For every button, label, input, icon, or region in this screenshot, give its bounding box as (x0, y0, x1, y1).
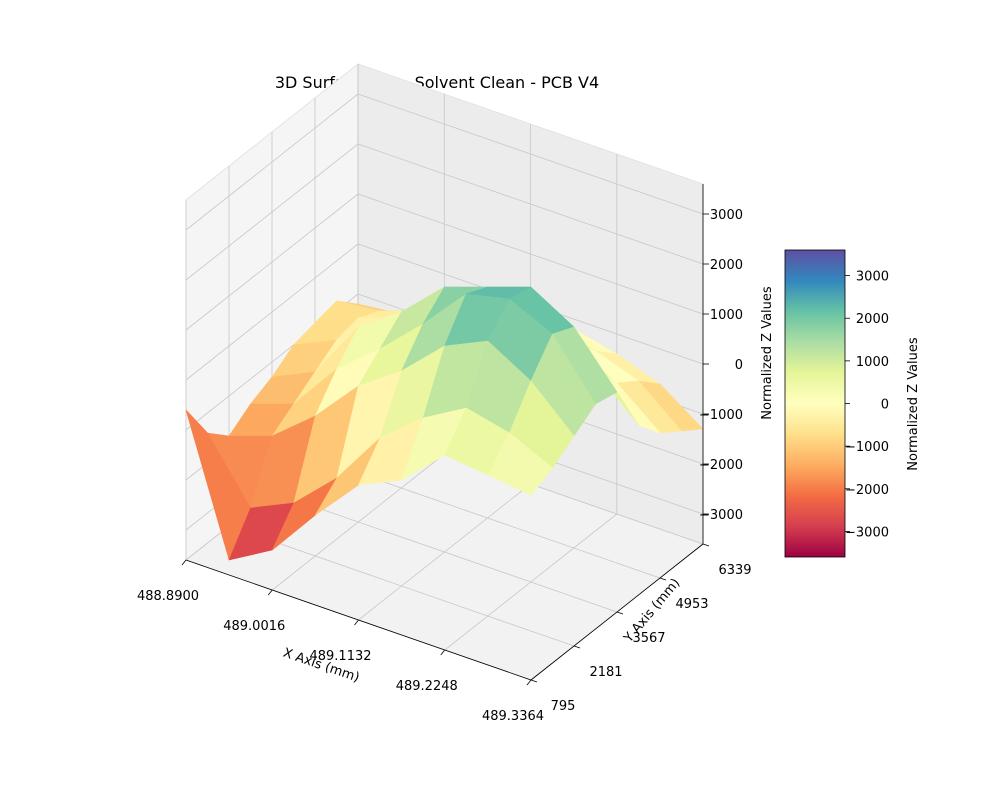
x-axis-ticks: 488.8900 489.0016 489.1132 489.2248 489.3364 (137, 559, 544, 724)
z-axis-label: Normalized Z Values (760, 286, 775, 420)
z-tick-label: 1000 (710, 308, 743, 323)
y-tick-mark (659, 577, 667, 581)
colorbar-tick-label: 1000 (856, 355, 889, 370)
z-tick-label: −1000 (699, 408, 743, 423)
z-gridline (185, 143, 704, 281)
x-tick-mark (526, 679, 532, 686)
y-tick-label: 3567 (632, 631, 665, 646)
z-tick-label: 0 (735, 358, 743, 373)
z-tick-label: 2000 (710, 258, 743, 273)
x-tick-label: 489.1132 (309, 649, 371, 664)
y-tick-label: 2181 (589, 665, 622, 680)
colorbar (784, 249, 846, 558)
y-axis-ticks: 795 2181 3567 4953 6339 (530, 543, 752, 714)
z-tick-label: 3000 (710, 208, 743, 223)
colorbar-tick-label: 3000 (856, 270, 889, 285)
colorbar-tick-label: −2000 (845, 483, 889, 498)
x-tick-mark (440, 649, 446, 656)
y-tick-mark (616, 611, 624, 615)
x-tick-mark (354, 619, 359, 626)
x-tick-mark (181, 559, 187, 566)
chart-title: 3D Surface Plot - Solvent Clean - PCB V4 (275, 73, 599, 92)
colorbar-ticks: 3000 2000 1000 0 −1000 −2000 −3000 (845, 270, 889, 540)
z-gridline (185, 93, 704, 231)
x-tick-label: 488.8900 (137, 589, 199, 604)
y-tick-mark (702, 543, 710, 547)
colorbar-tick-label: −3000 (845, 525, 889, 540)
y-tick-label: 6339 (718, 563, 751, 578)
colorbar-tick-label: −1000 (845, 440, 889, 455)
z-axis-ticks: 3000 2000 1000 0 −1000 −2000 −3000 (699, 208, 743, 523)
z-tick-label: −2000 (699, 458, 743, 473)
x-tick-label: 489.3364 (482, 709, 544, 724)
y-tick-label: 4953 (675, 597, 708, 612)
y-tick-mark (573, 645, 581, 649)
z-tick-label: −3000 (699, 508, 743, 523)
colorbar-tick-label: 2000 (856, 312, 889, 327)
y-tick-mark (530, 679, 538, 683)
x-tick-label: 489.0016 (223, 619, 285, 634)
colorbar-label: Normalized Z Values (906, 337, 921, 471)
surface-patch (487, 432, 553, 496)
z-gridline (185, 243, 704, 381)
surface-mesh (185, 286, 704, 561)
y-tick-label: 795 (551, 699, 576, 714)
z-gridline (185, 193, 704, 331)
x-tick-label: 489.2248 (396, 679, 458, 694)
colorbar-tick-label: 0 (881, 398, 889, 413)
x-tick-mark (267, 589, 273, 596)
